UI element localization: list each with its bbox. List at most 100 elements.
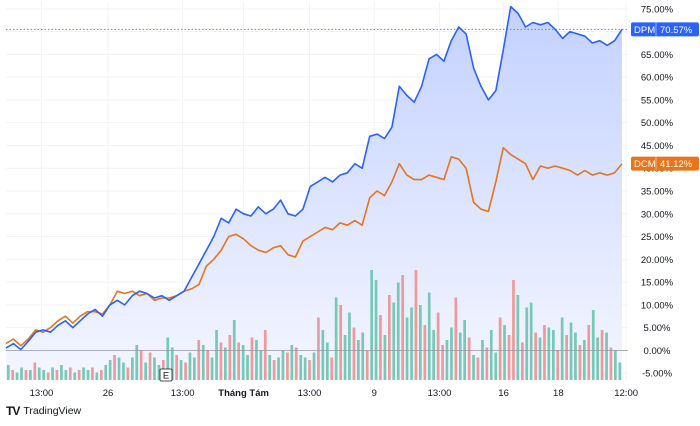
volume-bar [281,350,285,380]
volume-bar [6,365,10,380]
volume-bar [86,370,90,380]
x-tick-label: 13:00 [428,388,452,399]
dpm-price-tag[interactable]: DPM 70.57% [631,22,699,37]
dpm-area-fill [6,6,622,380]
volume-bar [388,295,391,380]
volume-bar [144,362,147,380]
volume-bar [73,372,77,380]
volume-bar [565,335,568,380]
volume-bar [29,370,32,380]
volume-bar [401,275,404,380]
volume-bar [157,365,161,380]
volume-bar [37,367,41,380]
y-tick-label: 30.00% [641,209,674,220]
y-tick-label: 75.00% [641,4,674,15]
dpm-line[interactable] [5,5,623,351]
x-tick-label: 13:00 [171,388,195,399]
event-marker[interactable]: E [159,368,173,382]
volume-bar [179,360,183,380]
volume-bar [357,340,360,380]
series-lines [5,5,623,351]
volume-bar [427,292,431,380]
volume-bar [503,325,506,380]
volume-bar [343,335,347,380]
volume-bar [188,352,192,380]
volume-bar [445,340,449,380]
volume-bar [560,317,564,380]
volume-bar [423,325,427,380]
volume-bar [596,337,599,380]
volume-bar [148,352,152,380]
y-tick-label: 15.00% [641,278,674,289]
x-tick-label: 13:00 [30,388,54,399]
volume-bar [529,302,533,380]
volume-bar [432,330,435,380]
series-name-label: DCM [634,159,656,170]
volume-bar [308,360,311,380]
x-tick-label: 12:00 [614,388,638,399]
y-tick-label: 45.00% [641,141,674,152]
y-tick-label: 0.00% [644,346,671,357]
volume-bar [290,345,294,380]
dcm-price-tag[interactable]: DCM 41.12% [631,156,699,171]
volume-bar [436,312,440,380]
volume-bar [286,352,289,380]
volume-bar [334,297,338,380]
y-tick-label: 20.00% [641,255,674,266]
volume-bar [525,307,529,380]
tradingview-logo-text: TradingView [23,405,82,417]
volume-bar [241,345,245,380]
volume-bar [294,347,298,380]
volume-bar [237,342,240,380]
tradingview-logo-icon: TV [6,404,20,418]
volume-bar [591,310,595,380]
x-tick-label: 18 [553,388,564,399]
y-tick-label: 50.00% [641,118,674,129]
volume-bar [361,332,365,380]
volume-bar [268,355,272,380]
tradingview-logo[interactable]: TV TradingView [6,404,81,418]
volume-bar [485,347,489,380]
volume-bar [339,305,342,380]
price-tags: DPM 70.57% DCM 41.12% [631,22,699,171]
volume-bar [618,362,622,380]
series-name-label: DPM [634,25,655,36]
volume-bar [609,347,613,380]
volume-bar [614,350,617,380]
volume-bar [64,370,68,380]
volume-bar [330,357,334,380]
volume-bar [379,315,382,380]
volume-bar [458,332,462,380]
volume-bar [419,305,422,380]
volume-bar [392,302,396,380]
volume-bar [605,332,608,380]
volume-bar [113,355,116,380]
volume-bar [317,317,320,380]
y-tick-label: 55.00% [641,95,674,106]
volume-bar [600,330,604,380]
volume-bar [494,352,498,380]
volume-bar [126,367,130,380]
volume-bar [259,350,263,380]
y-tick-label: 60.00% [641,73,674,84]
volume-bar [441,345,444,380]
volume-bar [184,362,187,380]
volume-bar [219,342,223,380]
volume-bar [396,282,400,380]
time-axis[interactable]: 13:00 26 13:00 Tháng Tám 13:00 9 13:00 16 18 12:0… [30,388,638,399]
volume-bar [374,280,378,380]
volume-bar [516,295,520,380]
volume-bar [210,357,214,380]
volume-bar [135,345,139,380]
volume-bar [574,332,577,380]
volume-bar [578,345,582,380]
volume-bar [481,340,484,380]
price-tag-bg [631,22,699,37]
price-axis[interactable]: 75.00%70.00%65.00%60.00%55.00%50.00%45.0… [641,4,674,379]
volume-bar [543,325,546,380]
volume-bar [95,372,99,380]
volume-bar [139,350,143,380]
volume-bar [454,297,458,380]
volume-bar [467,337,471,380]
volume-bar [108,360,112,380]
